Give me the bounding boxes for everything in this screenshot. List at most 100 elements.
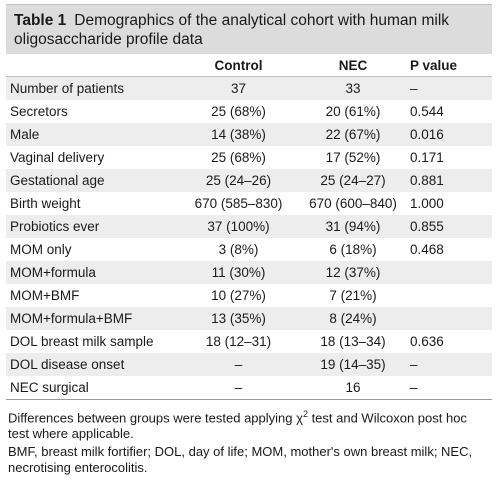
cell-pvalue: 0.855 — [410, 215, 492, 238]
table-body: Number of patients 37 33 – Secretors 25 (68%)… — [6, 76, 492, 400]
cell-nec-text: 7 (21%) — [329, 288, 377, 303]
table-row: Probiotics ever 37 (100%) 31 (94%) 0.855 — [6, 215, 492, 238]
cell-nec-text: 670 (600–840) — [309, 196, 397, 211]
table-row: Gestational age 25 (24–26) 25 (24–27) 0.881 — [6, 169, 492, 192]
cell-control-text: 25 (68%) — [211, 150, 266, 165]
table-row: DOL breast milk sample 18 (12–31) 18 (13–3… — [6, 330, 492, 353]
header-pvalue: P value — [410, 54, 492, 77]
cell-nec: 18 (13–34) — [296, 330, 410, 353]
cell-nec: 33 — [296, 76, 410, 100]
cell-control: 11 (30%) — [181, 261, 296, 284]
cell-pvalue: 0.636 — [410, 330, 492, 353]
cell-nec: 12 (37%) — [296, 261, 410, 284]
cell-control: 14 (38%) — [181, 123, 296, 146]
table-row: NEC surgical – 16 – — [6, 376, 492, 400]
row-label: MOM+formula+BMF — [6, 307, 181, 330]
cell-control: 25 (68%) — [181, 100, 296, 123]
cell-pvalue — [410, 261, 492, 284]
footnote-tests-sup: 2 — [302, 409, 308, 419]
table-number: Table 1 — [14, 12, 67, 29]
cell-control: – — [181, 376, 296, 400]
row-label: Vaginal delivery — [6, 146, 181, 169]
cell-nec: 25 (24–27) — [296, 169, 410, 192]
table-caption: Demographics of the analytical cohort wi… — [14, 12, 450, 48]
cell-pvalue: – — [410, 76, 492, 100]
row-label: Male — [6, 123, 181, 146]
header-control: Control — [181, 54, 296, 77]
cell-pvalue: 0.468 — [410, 238, 492, 261]
row-label: DOL disease onset — [6, 353, 181, 376]
cell-control-text: – — [234, 357, 243, 372]
table-row: MOM+formula 11 (30%) 12 (37%) — [6, 261, 492, 284]
cell-control: 37 (100%) — [181, 215, 296, 238]
cell-nec: 19 (14–35) — [296, 353, 410, 376]
cell-pvalue: 0.544 — [410, 100, 492, 123]
cell-nec-text: 17 (52%) — [325, 150, 381, 165]
cell-control-text: 14 (38%) — [211, 127, 266, 142]
cell-nec: 16 — [296, 376, 410, 400]
cell-control: 25 (24–26) — [181, 169, 296, 192]
row-label: MOM only — [6, 238, 181, 261]
cell-nec: 31 (94%) — [296, 215, 410, 238]
cell-nec: 7 (21%) — [296, 284, 410, 307]
table-title: Table 1 Demographics of the analytical co… — [6, 4, 492, 54]
table-row: DOL disease onset – 19 (14–35) – — [6, 353, 492, 376]
row-label: Number of patients — [6, 76, 181, 100]
cell-nec: 20 (61%) — [296, 100, 410, 123]
cell-nec-text: 20 (61%) — [325, 104, 381, 119]
footnote-tests-pre: Differences between groups were tested a… — [8, 410, 303, 426]
cell-nec-text: 19 (14–35) — [320, 357, 386, 372]
cell-control-text: 11 (30%) — [211, 265, 266, 280]
cell-nec-text: 22 (67%) — [325, 127, 381, 142]
header-nec: NEC — [296, 54, 410, 77]
row-label: Secretors — [6, 100, 181, 123]
cell-nec-text: 33 — [345, 81, 361, 96]
cell-control: 10 (27%) — [181, 284, 296, 307]
table-row: Secretors 25 (68%) 20 (61%) 0.544 — [6, 100, 492, 123]
row-label: Probiotics ever — [6, 215, 181, 238]
table-row: Number of patients 37 33 – — [6, 76, 492, 100]
cell-nec: 6 (18%) — [296, 238, 410, 261]
table-row: Vaginal delivery 25 (68%) 17 (52%) 0.171 — [6, 146, 492, 169]
cell-nec-text: 25 (24–27) — [320, 173, 386, 188]
row-label: MOM+formula — [6, 261, 181, 284]
cell-pvalue: – — [410, 353, 492, 376]
table-row: MOM+BMF 10 (27%) 7 (21%) — [6, 284, 492, 307]
row-label: DOL breast milk sample — [6, 330, 181, 353]
row-label: NEC surgical — [6, 376, 181, 400]
footnote-tests: Differences between groups were tested a… — [8, 406, 490, 442]
header-row: Control NEC P value — [6, 54, 492, 77]
cell-control-text: – — [234, 380, 243, 395]
header-control-text: Control — [214, 57, 263, 73]
demographics-table: Control NEC P value Number of patients 37… — [6, 54, 492, 400]
row-label: Gestational age — [6, 169, 181, 192]
cell-nec: 22 (67%) — [296, 123, 410, 146]
cell-nec: 670 (600–840) — [296, 192, 410, 215]
cell-nec-text: 8 (24%) — [329, 311, 377, 326]
cell-control-text: 37 (100%) — [207, 219, 270, 234]
cell-pvalue: – — [410, 376, 492, 400]
cell-control: 3 (8%) — [181, 238, 296, 261]
cell-control-text: 25 (24–26) — [205, 173, 272, 188]
cell-control-text: 25 (68%) — [211, 104, 266, 119]
row-label: Birth weight — [6, 192, 181, 215]
cell-control: 13 (35%) — [181, 307, 296, 330]
cell-pvalue — [410, 284, 492, 307]
cell-nec: 17 (52%) — [296, 146, 410, 169]
header-nec-text: NEC — [338, 57, 368, 73]
cell-nec-text: 6 (18%) — [329, 242, 377, 257]
cell-pvalue: 0.171 — [410, 146, 492, 169]
table-row: Birth weight 670 (585–830) 670 (600–840) 1.… — [6, 192, 492, 215]
cell-control: – — [181, 353, 296, 376]
cell-control-text: 13 (35%) — [211, 311, 266, 326]
footnote-abbreviations: BMF, breast milk fortifier; DOL, day of … — [8, 444, 473, 476]
cell-control-text: 3 (8%) — [218, 242, 259, 257]
cell-nec-text: 16 — [345, 380, 361, 395]
table-row: MOM+formula+BMF 13 (35%) 8 (24%) — [6, 307, 492, 330]
cell-control: 25 (68%) — [181, 146, 296, 169]
table-row: Male 14 (38%) 22 (67%) 0.016 — [6, 123, 492, 146]
row-label: MOM+BMF — [6, 284, 181, 307]
cell-control: 670 (585–830) — [181, 192, 296, 215]
cell-nec-text: 18 (13–34) — [320, 334, 386, 349]
